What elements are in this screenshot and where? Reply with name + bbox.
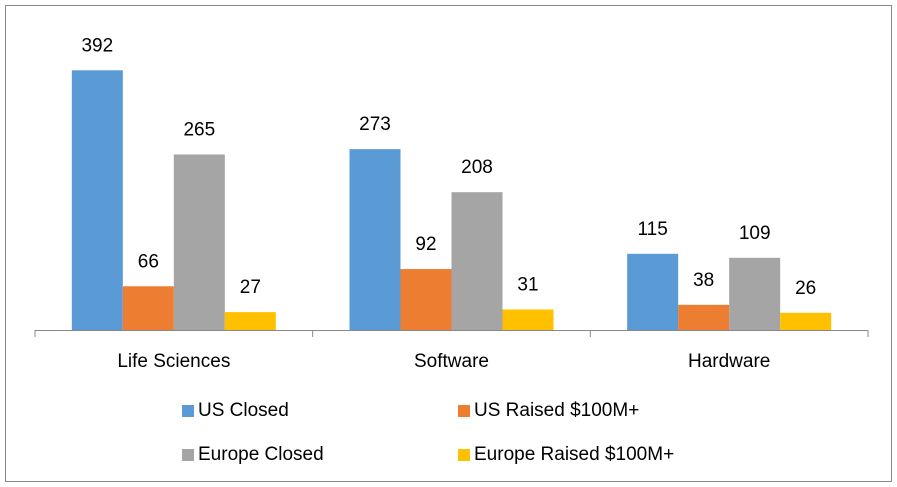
data-label: 27 [240,277,261,298]
legend-swatch [458,405,470,417]
legend-swatch [458,449,470,461]
legend-label: US Closed [198,400,289,421]
data-label: 66 [138,251,159,272]
data-label: 109 [739,223,771,244]
bar [502,309,554,330]
data-label: 265 [183,119,215,140]
bar [224,312,276,330]
bar [451,192,503,330]
data-label: 26 [795,278,816,299]
bar [400,269,452,330]
bar [678,304,730,330]
data-label: 115 [638,219,668,240]
legend-swatch [182,449,194,461]
data-label: 31 [517,274,538,295]
legend-label: US Raised $100M+ [474,400,639,421]
legend-label: Europe Closed [198,444,324,465]
bar [349,149,401,330]
data-label: 273 [359,114,391,135]
x-tick-label: Life Sciences [117,351,230,372]
data-label: 208 [461,157,493,178]
bar [173,154,225,330]
bar [627,253,679,330]
chart-border [5,5,892,482]
data-label: 38 [693,270,714,291]
bar [780,312,832,330]
legend-label: Europe Raised $100M+ [474,444,674,465]
data-label: 92 [415,234,436,255]
x-tick-label: Software [414,351,489,372]
x-tick-label: Hardware [688,351,770,372]
legend-swatch [182,405,194,417]
bar [71,70,123,331]
bar [122,286,174,330]
data-label: 392 [81,35,113,56]
bar [729,257,781,330]
